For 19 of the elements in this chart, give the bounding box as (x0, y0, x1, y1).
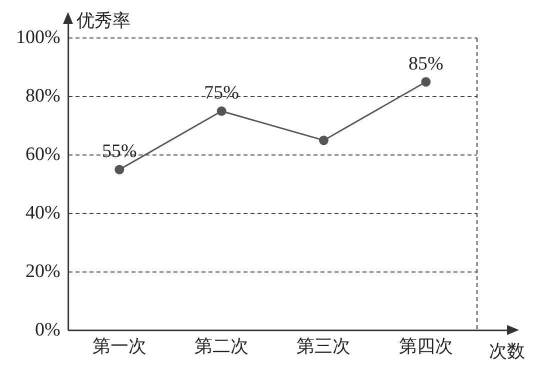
y-tick-label: 60% (26, 144, 60, 165)
y-axis-title: 优秀率 (76, 10, 130, 32)
x-tick-label: 第一次 (92, 336, 146, 357)
point (319, 136, 328, 146)
point (114, 164, 124, 174)
data-label: 55% (102, 141, 137, 162)
x-tick-label: 第三次 (296, 336, 351, 357)
y-tick-label: 80% (26, 85, 60, 106)
point (421, 77, 431, 87)
y-tick-label: 20% (26, 260, 60, 282)
data-label: 75% (204, 82, 240, 104)
y-tick-label: 0% (35, 319, 60, 340)
x-tick-label: 第四次 (398, 336, 453, 357)
x-tick-label: 第二次 (194, 336, 249, 357)
data-label: 85% (408, 53, 444, 74)
y-tick-label: 40% (26, 202, 60, 224)
x-axis-title: 次数 (489, 341, 525, 362)
y-tick-label: 100% (16, 26, 60, 48)
point (216, 106, 226, 116)
